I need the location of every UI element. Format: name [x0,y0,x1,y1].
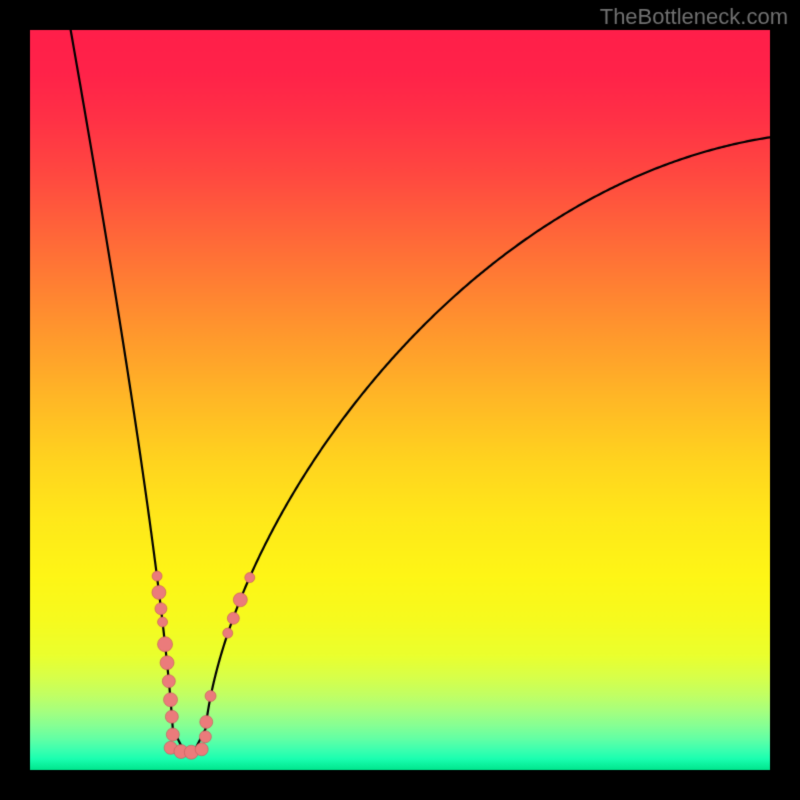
bottleneck-chart [0,0,800,800]
